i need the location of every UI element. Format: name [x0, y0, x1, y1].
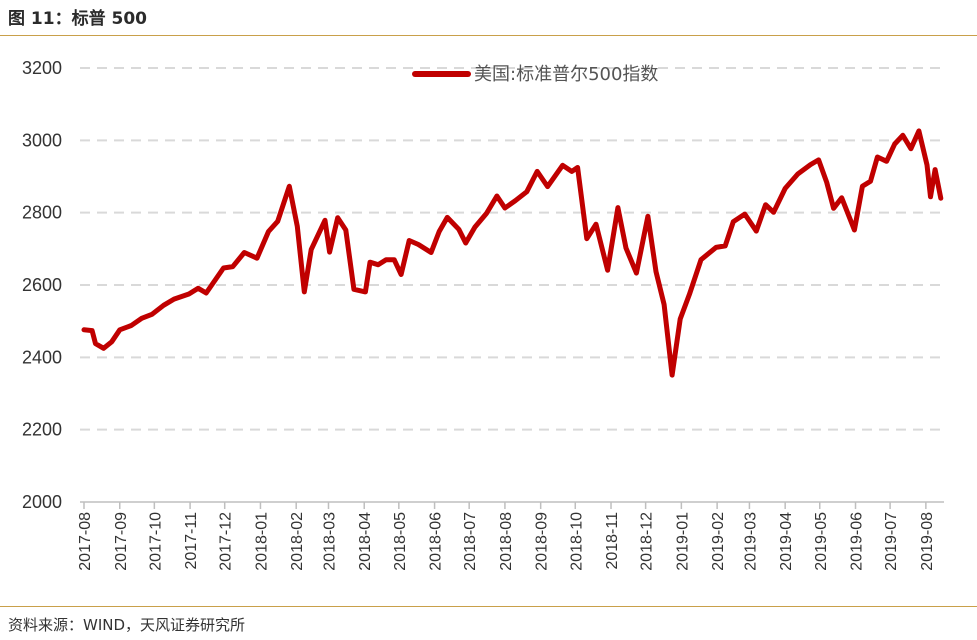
y-tick-label-2800: 2800	[22, 203, 62, 223]
series-line-0	[81, 128, 944, 378]
x-axis-ticks: 2017-08 2017-09 2017-10 2017-11 2017-12 2018-…	[77, 512, 936, 571]
x-tick-label-2018-10: 2018-10	[568, 512, 585, 571]
title-divider	[0, 35, 977, 36]
x-tick-label-2019-03: 2019-03	[742, 512, 759, 571]
x-tick-label-2018-04: 2018-04	[357, 512, 374, 571]
y-tick-label-3200: 3200	[22, 58, 62, 78]
x-tick-label-2017-08: 2017-08	[77, 512, 94, 571]
x-tick-label-2019-08: 2019-08	[919, 512, 936, 571]
x-tick-label-2017-09: 2017-09	[113, 512, 130, 571]
x-tick-label-2017-12: 2017-12	[218, 512, 235, 571]
x-tick-label-2018-05: 2018-05	[392, 512, 409, 571]
y-tick-label-2200: 2200	[22, 420, 62, 440]
source-note: 资料来源：WIND，天风证券研究所	[8, 616, 246, 634]
y-tick-label-2000: 2000	[22, 492, 62, 512]
x-tick-label-2019-02: 2019-02	[710, 512, 727, 571]
x-tick-label-2018-07: 2018-07	[462, 512, 479, 571]
x-tick-label-2017-10: 2017-10	[147, 512, 164, 571]
grid-lines	[80, 67, 944, 431]
y-tick-label-2400: 2400	[22, 347, 62, 367]
series-layer	[81, 128, 944, 378]
y-tick-label-3000: 3000	[22, 130, 62, 150]
x-tick-label-2019-01: 2019-01	[674, 512, 691, 571]
x-tick-label-2018-11: 2018-11	[604, 512, 621, 570]
x-tick-label-2018-09: 2018-09	[534, 512, 551, 571]
x-axis	[80, 501, 944, 509]
x-tick-label-2019-05: 2019-05	[813, 512, 830, 571]
x-tick-label-2018-01: 2018-01	[253, 512, 270, 571]
source-divider	[0, 606, 977, 607]
x-tick-label-2018-06: 2018-06	[428, 512, 445, 571]
y-tick-label-2600: 2600	[22, 275, 62, 295]
x-tick-label-2018-03: 2018-03	[321, 512, 338, 571]
legend-label: 美国:标准普尔500指数	[474, 64, 658, 85]
x-tick-label-2018-12: 2018-12	[639, 512, 656, 571]
x-tick-label-2018-02: 2018-02	[289, 512, 306, 571]
legend: 美国:标准普尔500指数	[412, 64, 658, 85]
x-tick-label-2019-04: 2019-04	[778, 512, 795, 571]
x-tick-label-2017-11: 2017-11	[183, 512, 200, 570]
x-tick-label-2018-08: 2018-08	[498, 512, 515, 571]
figure-title: 图 11：标普 500	[8, 9, 147, 29]
y-axis-ticks: 2000 2200 2400 2600 2800 3000 3200	[22, 58, 62, 512]
x-tick-label-2019-07: 2019-07	[883, 512, 900, 571]
x-tick-label-2019-06: 2019-06	[849, 512, 866, 571]
